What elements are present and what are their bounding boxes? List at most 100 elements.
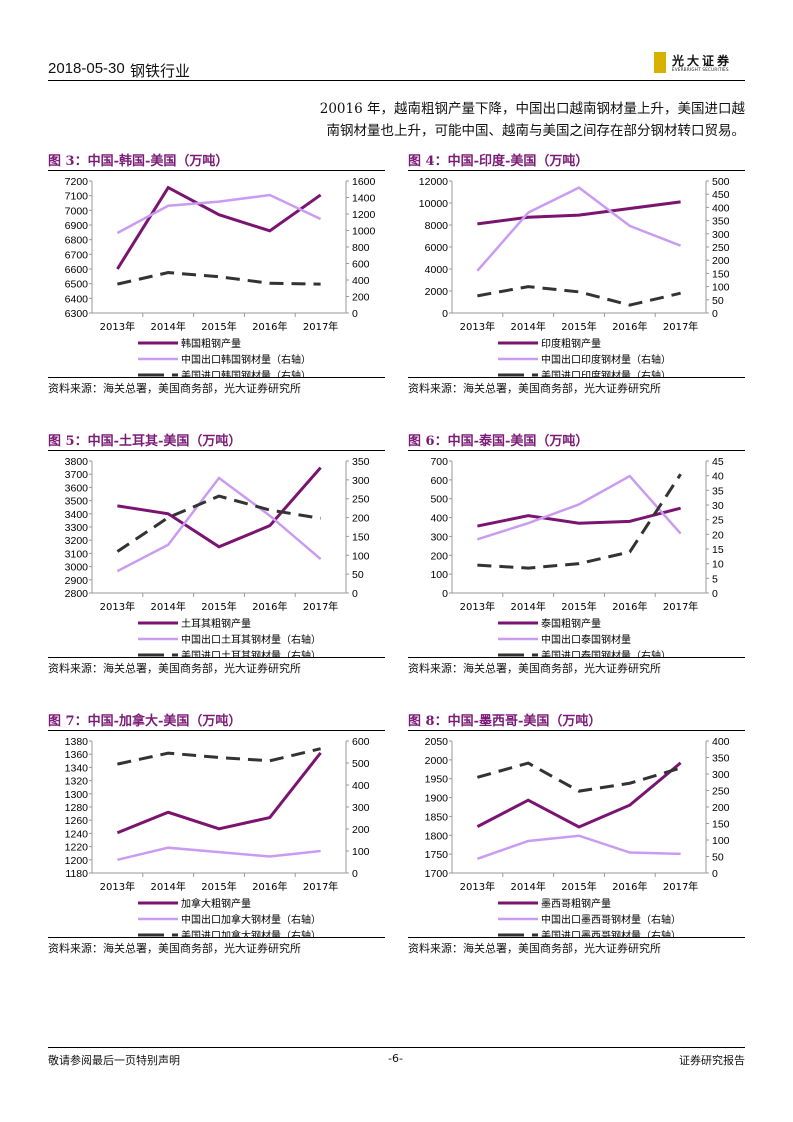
y-tick-label-right: 150 bbox=[352, 531, 370, 543]
figure-bottom-rule bbox=[48, 377, 385, 378]
figure-top-rule bbox=[408, 730, 745, 731]
y-tick-label-left: 1700 bbox=[425, 868, 449, 880]
series-line-export bbox=[476, 186, 682, 272]
y-tick-label-right: 40 bbox=[712, 471, 724, 483]
y-tick-label-right: 1400 bbox=[352, 193, 376, 205]
x-tick-label: 2015年 bbox=[561, 600, 596, 613]
y-tick-label-left: 4000 bbox=[425, 264, 449, 276]
series-line-crude bbox=[116, 751, 322, 835]
y-tick-label-left: 1340 bbox=[65, 762, 89, 774]
x-tick-label: 2016年 bbox=[252, 600, 287, 613]
figure-bottom-rule bbox=[408, 657, 745, 658]
y-tick-label-right: 200 bbox=[712, 255, 730, 267]
y-tick-label-left: 3700 bbox=[65, 469, 89, 481]
y-tick-label-right: 30 bbox=[712, 500, 724, 512]
y-tick-label-left: 1240 bbox=[65, 828, 89, 840]
y-tick-label-left: 7100 bbox=[65, 191, 89, 203]
legend-label: 中国出口韩国钢材量（右轴） bbox=[181, 353, 311, 366]
x-tick-label: 2013年 bbox=[460, 600, 495, 613]
y-tick-label-right: 400 bbox=[712, 736, 730, 748]
y-tick-label-right: 50 bbox=[712, 852, 724, 864]
y-tick-label-right: 50 bbox=[712, 295, 724, 307]
series-line-import bbox=[117, 747, 321, 766]
series-line-export bbox=[116, 476, 322, 573]
y-tick-label-left: 200 bbox=[430, 550, 448, 562]
y-tick-label-left: 2000 bbox=[425, 286, 449, 298]
legend-label: 美国进口印度钢材量（右轴） bbox=[541, 369, 671, 377]
y-tick-label-left: 1180 bbox=[65, 868, 88, 880]
footer-disclaimer: 敬请参阅最后一页特别声明 bbox=[48, 1054, 180, 1067]
x-tick-label: 2015年 bbox=[561, 320, 596, 333]
y-tick-label-left: 1380 bbox=[65, 736, 89, 748]
x-tick-label: 2014年 bbox=[510, 880, 545, 893]
y-tick-label-left: 2800 bbox=[65, 588, 89, 600]
line-chart: 6300 6400 6500 6600 6700 6800 6900 7000 7100 7200… bbox=[65, 176, 376, 377]
y-tick-label-left: 2050 bbox=[425, 736, 449, 748]
y-tick-label-left: 500 bbox=[430, 494, 448, 506]
line-chart: 0200040006000800010000120000501001502002… bbox=[419, 176, 730, 377]
y-tick-label-left: 6300 bbox=[65, 308, 89, 320]
y-tick-label-right: 45 bbox=[712, 456, 724, 468]
legend-label: 加拿大粗钢产量 bbox=[181, 897, 251, 910]
y-tick-label-left: 8000 bbox=[425, 220, 449, 232]
y-tick-label-left: 1280 bbox=[65, 802, 89, 814]
legend-label: 美国进口加拿大钢材量（右轴） bbox=[181, 929, 321, 937]
logo-name: 光大证券 bbox=[672, 54, 733, 68]
y-tick-label-left: 6600 bbox=[65, 264, 89, 276]
x-tick-label: 2013年 bbox=[100, 880, 135, 893]
legend-label: 中国出口土耳其钢材量（右轴） bbox=[181, 633, 321, 646]
y-tick-label-right: 1200 bbox=[352, 209, 376, 221]
y-tick-label-left: 7000 bbox=[65, 205, 89, 217]
x-tick-label: 2017年 bbox=[303, 880, 338, 893]
y-tick-label-right: 20 bbox=[712, 529, 724, 541]
body-paragraph-line-2: 南钢材量也上升，可能中国、越南与美国之间存在部分钢材转口贸易。 bbox=[326, 123, 746, 139]
x-tick-label: 2013年 bbox=[460, 320, 495, 333]
figure-top-rule bbox=[408, 450, 745, 451]
y-tick-label-left: 1950 bbox=[425, 774, 449, 786]
x-tick-label: 2013年 bbox=[100, 600, 135, 613]
x-tick-label: 2016年 bbox=[612, 600, 647, 613]
legend-label: 美国进口韩国钢材量（右轴） bbox=[181, 369, 311, 377]
legend-label: 韩国粗钢产量 bbox=[181, 337, 241, 350]
y-tick-label-right: 500 bbox=[712, 176, 730, 188]
logo-english: EVERBRIGHT SECURITIES bbox=[672, 67, 729, 72]
figure-bottom-rule bbox=[408, 377, 745, 378]
y-tick-label-right: 300 bbox=[352, 802, 370, 814]
y-tick-label-left: 1800 bbox=[425, 830, 449, 842]
y-tick-label-left: 600 bbox=[430, 475, 448, 487]
legend-label: 土耳其粗钢产量 bbox=[181, 617, 251, 630]
y-tick-label-left: 3000 bbox=[65, 562, 89, 574]
y-tick-label-left: 6700 bbox=[65, 249, 89, 261]
y-tick-label-right: 100 bbox=[352, 550, 370, 562]
y-tick-label-right: 150 bbox=[712, 819, 730, 831]
figure-title: 图 3：中国-韩国-美国（万吨） bbox=[48, 154, 229, 169]
y-tick-label-right: 150 bbox=[712, 268, 730, 280]
y-tick-label-right: 0 bbox=[352, 588, 358, 600]
y-tick-label-left: 1300 bbox=[65, 789, 89, 801]
y-tick-label-left: 12000 bbox=[419, 176, 448, 188]
y-tick-label-right: 350 bbox=[352, 456, 370, 468]
y-tick-label-left: 3400 bbox=[65, 509, 89, 521]
figure-source: 资料来源：海关总署，美国商务部，光大证券研究所 bbox=[48, 382, 301, 395]
x-tick-label: 2016年 bbox=[252, 320, 287, 333]
y-tick-label-right: 35 bbox=[712, 485, 724, 497]
header-divider bbox=[48, 80, 745, 81]
y-tick-label-left: 3600 bbox=[65, 482, 89, 494]
series-line-export bbox=[117, 846, 321, 862]
y-tick-label-right: 100 bbox=[712, 282, 730, 294]
series-line-crude bbox=[476, 761, 682, 829]
y-tick-label-left: 100 bbox=[430, 569, 448, 581]
y-tick-label-right: 350 bbox=[712, 753, 730, 765]
figure-source: 资料来源：海关总署，美国商务部，光大证券研究所 bbox=[48, 942, 301, 955]
x-tick-label: 2014年 bbox=[150, 320, 185, 333]
y-tick-label-right: 450 bbox=[712, 189, 730, 201]
y-tick-label-left: 1850 bbox=[425, 811, 449, 823]
y-tick-label-right: 200 bbox=[352, 513, 370, 525]
everbright-logo: 光大证券 EVERBRIGHT SECURITIES bbox=[654, 52, 746, 74]
y-tick-label-right: 300 bbox=[352, 475, 370, 487]
y-tick-label-right: 25 bbox=[712, 515, 724, 527]
y-tick-label-left: 1900 bbox=[425, 793, 449, 805]
y-tick-label-right: 0 bbox=[352, 308, 358, 320]
y-tick-label-left: 10000 bbox=[419, 198, 448, 210]
